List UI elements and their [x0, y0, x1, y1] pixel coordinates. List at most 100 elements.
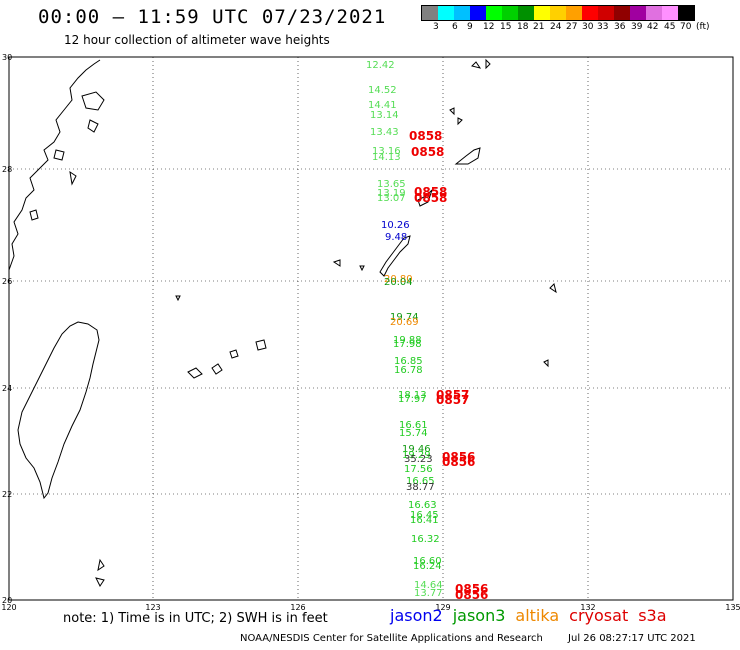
legend-label: 24 — [550, 22, 562, 32]
pass-time-label: 0858 — [409, 129, 442, 143]
legend-swatch — [630, 6, 646, 20]
coastline-small-islands — [95, 58, 557, 587]
wave-height-label: 16.24 — [413, 561, 442, 572]
legend-label: 12 — [483, 22, 495, 32]
legend-swatch — [534, 6, 550, 20]
coastline-tokara — [454, 147, 481, 165]
wave-height-label: 13.16 — [372, 146, 401, 157]
lat-label: 26 — [2, 277, 12, 286]
legend-labels: 3 6 9 12 15 18 21 24 27 30 33 36 39 42 45 70 (ft) — [421, 22, 740, 34]
coastline-amami — [417, 189, 433, 207]
legend-swatch — [678, 6, 694, 20]
wave-height-label: 14.52 — [368, 85, 397, 96]
legend-swatch — [646, 6, 662, 20]
credit-text: NOAA/NESDIS Center for Satellite Applica… — [240, 633, 543, 644]
legend-label: 39 — [631, 22, 643, 32]
map-frame — [8, 56, 734, 601]
color-legend: 3 6 9 12 15 18 21 24 27 30 33 36 39 42 45 70 (ft) — [421, 5, 710, 32]
wave-height-label: 13.14 — [370, 110, 399, 121]
coastline-mainland — [8, 59, 101, 271]
legend-label: 21 — [533, 22, 545, 32]
legend-label: 9 — [467, 22, 473, 32]
legend-swatch — [566, 6, 582, 20]
lat-label: 20 — [2, 596, 12, 605]
wave-height-label: 16.60 — [413, 556, 442, 567]
wave-height-label: 13.19 — [377, 188, 406, 199]
legend-label: (ft) — [696, 22, 710, 32]
map-subtitle: 12 hour collection of altimeter wave hei… — [64, 33, 330, 47]
wave-height-label: 35.23 — [404, 454, 433, 465]
coastline-okinawa — [379, 235, 411, 277]
wave-height-label: 17.97 — [398, 394, 427, 405]
wave-height-label: 15.74 — [399, 428, 428, 439]
satellite-name: altika — [515, 606, 560, 625]
legend-label: 18 — [517, 22, 529, 32]
legend-label: 27 — [566, 22, 578, 32]
wave-height-label: 13.43 — [370, 127, 399, 138]
wave-height-label: 16.32 — [411, 534, 440, 545]
wave-height-label: 20.80 — [384, 274, 413, 285]
coastline-taiwan — [17, 321, 100, 500]
wave-height-label: 13.07 — [377, 193, 406, 204]
coastline-mainland-islands — [29, 91, 105, 221]
legend-swatch — [582, 6, 598, 20]
wave-height-label: 14.64 — [414, 580, 443, 591]
wave-height-label: 16.63 — [408, 500, 437, 511]
legend-swatch — [422, 6, 438, 20]
wave-height-label: 38.77 — [406, 482, 435, 493]
wave-height-label: 16.85 — [394, 356, 423, 367]
map-title: 00:00 — 11:59 UTC 07/23/2021 — [38, 6, 387, 28]
wave-height-label: 9.48 — [385, 232, 407, 243]
legend-swatch — [662, 6, 678, 20]
lon-label: 135 — [725, 603, 740, 612]
lat-label: 22 — [2, 490, 12, 499]
legend-swatch — [550, 6, 566, 20]
wave-height-label: 16.61 — [399, 420, 428, 431]
legend-label: 70 — [680, 22, 692, 32]
wave-height-label: 14.41 — [368, 100, 397, 111]
wave-height-label: 20.04 — [384, 277, 413, 288]
wave-height-label: 10.26 — [381, 220, 410, 231]
satellite-legend: jason2 jason3 altika cryosat s3a — [390, 606, 667, 625]
legend-label: 36 — [614, 22, 626, 32]
lon-label: 123 — [145, 603, 160, 612]
footer-note: note: 1) Time is in UTC; 2) SWH is in fe… — [63, 611, 328, 626]
wave-height-label: 19.88 — [393, 335, 422, 346]
lat-label: 24 — [2, 384, 12, 393]
wave-height-label: 16.65 — [406, 476, 435, 487]
pass-time-label: 0856 — [442, 450, 475, 464]
wave-height-label: 19.46 — [402, 444, 431, 455]
wave-height-label: 16.78 — [394, 365, 423, 376]
pass-time-label: 0858 — [411, 145, 444, 159]
legend-swatch — [470, 6, 486, 20]
pass-time-label: 0857 — [436, 388, 469, 402]
lat-label: 28 — [2, 165, 12, 174]
coastline-miyako — [187, 339, 267, 379]
lon-label: 126 — [290, 603, 305, 612]
coastlines — [8, 58, 557, 587]
wave-height-label: 12.42 — [366, 60, 395, 71]
wave-height-label: 19.29 — [402, 450, 431, 461]
legend-swatch — [454, 6, 470, 20]
satellite-name: s3a — [638, 606, 667, 625]
legend-label: 15 — [500, 22, 512, 32]
legend-label: 3 — [433, 22, 439, 32]
wave-height-label: 17.56 — [404, 464, 433, 475]
wave-height-label: 14.13 — [372, 152, 401, 163]
wave-height-label: 19.74 — [390, 312, 419, 323]
wave-height-label: 13.65 — [377, 179, 406, 190]
pass-time-label: 0856 — [455, 588, 488, 602]
footer-credit: NOAA/NESDIS Center for Satellite Applica… — [240, 633, 696, 644]
legend-swatch — [598, 6, 614, 20]
lat-label: 30 — [2, 53, 12, 62]
legend-swatch — [486, 6, 502, 20]
pass-time-label: 0858 — [414, 191, 447, 205]
lon-label: 132 — [580, 603, 595, 612]
legend-swatch — [614, 6, 630, 20]
wave-height-label: 18.13 — [398, 390, 427, 401]
legend-label: 42 — [647, 22, 659, 32]
pass-time-label: 0856 — [455, 582, 488, 596]
